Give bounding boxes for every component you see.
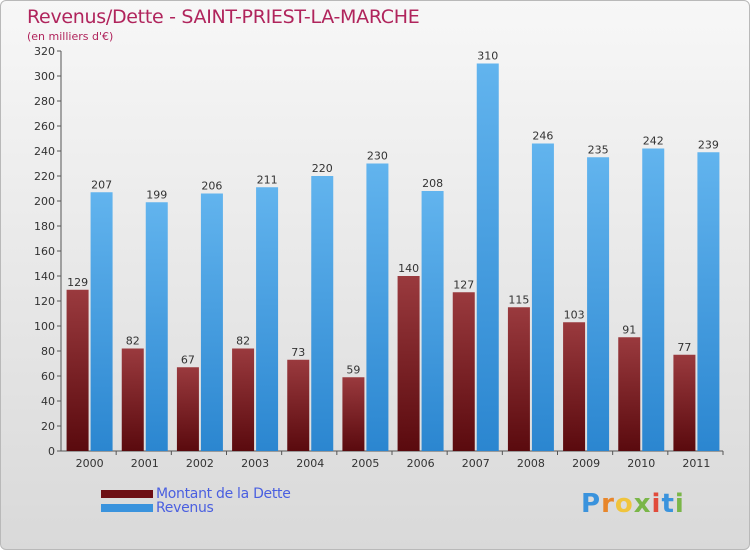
data-label-revenue: 242 bbox=[643, 135, 664, 148]
bar-revenue bbox=[311, 176, 334, 451]
y-tick-label: 200 bbox=[34, 195, 55, 208]
bar-debt bbox=[618, 337, 641, 451]
x-tick-label: 2005 bbox=[351, 457, 379, 470]
bar-revenue bbox=[200, 193, 223, 451]
chart-subtitle: (en milliers d'€) bbox=[27, 30, 114, 43]
x-tick-label: 2003 bbox=[241, 457, 269, 470]
y-tick-label: 0 bbox=[48, 445, 55, 458]
bar-debt bbox=[673, 354, 696, 451]
y-tick-label: 240 bbox=[34, 145, 55, 158]
data-label-debt: 67 bbox=[181, 353, 195, 366]
bar-revenue bbox=[531, 143, 554, 451]
x-tick-label: 2009 bbox=[572, 457, 600, 470]
bar-debt bbox=[232, 348, 255, 451]
data-label-debt: 91 bbox=[622, 323, 636, 336]
bar-debt bbox=[121, 348, 144, 451]
bar-debt bbox=[176, 367, 199, 451]
x-tick-label: 2002 bbox=[186, 457, 214, 470]
data-label-revenue: 230 bbox=[367, 150, 388, 163]
data-label-revenue: 207 bbox=[91, 178, 112, 191]
bar-revenue bbox=[421, 191, 444, 451]
bar-revenue bbox=[587, 157, 610, 451]
legend-swatch-debt bbox=[101, 490, 153, 498]
bar-revenue bbox=[256, 187, 279, 451]
bar-debt bbox=[507, 307, 530, 451]
bar-debt bbox=[66, 289, 89, 451]
y-tick-label: 60 bbox=[41, 370, 55, 383]
data-label-revenue: 211 bbox=[257, 173, 278, 186]
x-tick-label: 2007 bbox=[462, 457, 490, 470]
x-tick-label: 2006 bbox=[407, 457, 435, 470]
y-tick-label: 140 bbox=[34, 270, 55, 283]
x-tick-label: 2000 bbox=[76, 457, 104, 470]
x-tick-label: 2008 bbox=[517, 457, 545, 470]
legend-label-debt: Montant de la Dette bbox=[156, 486, 291, 502]
data-label-debt: 77 bbox=[677, 341, 691, 354]
data-label-debt: 82 bbox=[236, 335, 250, 348]
y-tick-label: 100 bbox=[34, 320, 55, 333]
legend-swatch-revenue bbox=[101, 504, 153, 512]
data-label-revenue: 199 bbox=[146, 188, 167, 201]
data-label-debt: 59 bbox=[346, 363, 360, 376]
bar-debt bbox=[342, 377, 365, 451]
chart-title: Revenus/Dette - SAINT-PRIEST-LA-MARCHE bbox=[27, 6, 420, 28]
x-tick-label: 2004 bbox=[296, 457, 324, 470]
y-tick-label: 320 bbox=[34, 45, 55, 58]
y-tick-label: 40 bbox=[41, 395, 55, 408]
bar-debt bbox=[397, 276, 420, 451]
bar-revenue bbox=[697, 152, 720, 451]
legend-label-revenue: Revenus bbox=[156, 500, 214, 516]
x-tick-label: 2010 bbox=[627, 457, 655, 470]
y-tick-label: 160 bbox=[34, 245, 55, 258]
x-tick-label: 2001 bbox=[131, 457, 159, 470]
data-label-debt: 140 bbox=[398, 262, 419, 275]
data-label-debt: 129 bbox=[67, 276, 88, 289]
y-tick-label: 180 bbox=[34, 220, 55, 233]
bar-revenue bbox=[145, 202, 168, 451]
data-label-revenue: 239 bbox=[698, 138, 719, 151]
y-tick-label: 120 bbox=[34, 295, 55, 308]
bar-revenue bbox=[90, 192, 113, 451]
data-label-revenue: 310 bbox=[477, 50, 498, 63]
y-tick-label: 260 bbox=[34, 120, 55, 133]
data-label-debt: 73 bbox=[291, 346, 305, 359]
bar-revenue bbox=[642, 148, 665, 451]
data-label-revenue: 246 bbox=[532, 130, 553, 143]
y-tick-label: 280 bbox=[34, 95, 55, 108]
data-label-debt: 103 bbox=[564, 308, 585, 321]
bar-debt bbox=[452, 292, 475, 451]
data-label-revenue: 235 bbox=[588, 143, 609, 156]
bar-debt bbox=[563, 322, 586, 451]
y-tick-label: 300 bbox=[34, 70, 55, 83]
x-tick-label: 2011 bbox=[682, 457, 710, 470]
bar-revenue bbox=[476, 63, 499, 451]
bar-debt bbox=[287, 359, 310, 451]
data-label-revenue: 208 bbox=[422, 177, 443, 190]
data-label-debt: 127 bbox=[453, 278, 474, 291]
y-tick-label: 220 bbox=[34, 170, 55, 183]
data-label-revenue: 206 bbox=[201, 180, 222, 193]
data-label-revenue: 220 bbox=[312, 162, 333, 175]
y-tick-label: 80 bbox=[41, 345, 55, 358]
y-tick-label: 20 bbox=[41, 420, 55, 433]
bar-revenue bbox=[366, 163, 389, 451]
data-label-debt: 115 bbox=[508, 293, 529, 306]
proxiti-logo: Proxiti bbox=[581, 489, 685, 519]
data-label-debt: 82 bbox=[126, 335, 140, 348]
